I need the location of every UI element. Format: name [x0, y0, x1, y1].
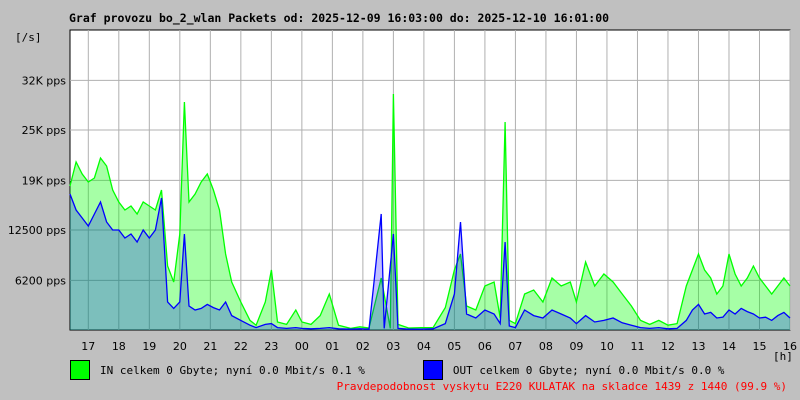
x-tick-label: 05: [447, 340, 461, 353]
x-tick-label: 20: [173, 340, 187, 353]
x-tick-label: 23: [264, 340, 278, 353]
series-out-area: [70, 194, 790, 330]
x-tick-label: 10: [600, 340, 614, 353]
x-tick-label: 21: [203, 340, 217, 353]
y-tick-label: 25K pps: [22, 124, 67, 137]
x-tick-label: 08: [539, 340, 553, 353]
series-in-area: [70, 94, 790, 330]
x-tick-label: 19: [142, 340, 156, 353]
x-tick-label: 11: [630, 340, 644, 353]
x-tick-label: 02: [356, 340, 370, 353]
x-tick-label: 07: [508, 340, 522, 353]
footer-note: Pravdepodobnost vyskytu E220 KULATAK na …: [336, 380, 787, 393]
series-layer: [69, 93, 791, 330]
x-tick-label: 16: [783, 340, 797, 353]
x-tick-label: 04: [417, 340, 431, 353]
x-tick-label: 14: [722, 340, 736, 353]
y-unit-label: [/s]: [15, 31, 42, 44]
legend-out-text: OUT celkem 0 Gbyte; nyní 0.0 Mbit/s 0.0 …: [452, 363, 725, 377]
x-tick-labels: 17 18 19 20 21 22 23 00 01 02 03 04 05 06 07 08 09 10 11 12…: [81, 340, 797, 353]
y-tick-labels: 6200 pps 12500 pps 19K pps 25K pps 32K pps: [8, 74, 66, 287]
x-tick-label: 09: [569, 340, 583, 353]
legend-in-text: IN celkem 0 Gbyte; nyní 0.0 Mbit/s 0.1 %: [100, 363, 365, 377]
y-tick-label: 19K pps: [22, 174, 67, 187]
x-tick-label: 03: [386, 340, 400, 353]
legend-in: IN celkem 0 Gbyte; nyní 0.0 Mbit/s 0.1 %…: [70, 359, 724, 381]
legend-out-swatch: [422, 360, 443, 380]
x-tick-label: 22: [234, 340, 248, 353]
x-tick-label: 12: [661, 340, 675, 353]
x-tick-label: 00: [295, 340, 309, 353]
x-tick-label: 17: [81, 340, 95, 353]
y-tick-label: 6200 pps: [15, 274, 66, 287]
x-tick-label: 01: [325, 340, 339, 353]
chart-title: Graf provozu bo_2_wlan Packets od: 2025-…: [69, 11, 610, 25]
x-tick-label: 13: [691, 340, 705, 353]
x-tick-label: 18: [112, 340, 126, 353]
series-out-line: [69, 193, 791, 330]
x-unit-label: [h]: [773, 350, 793, 363]
legend-in-swatch: [70, 360, 90, 380]
x-tick-label: 15: [752, 340, 766, 353]
y-tick-label: 32K pps: [22, 74, 67, 87]
grid-lines: [70, 30, 791, 330]
y-tick-label: 12500 pps: [8, 224, 66, 237]
series-in-line: [69, 93, 791, 330]
x-tick-label: 06: [478, 340, 492, 353]
